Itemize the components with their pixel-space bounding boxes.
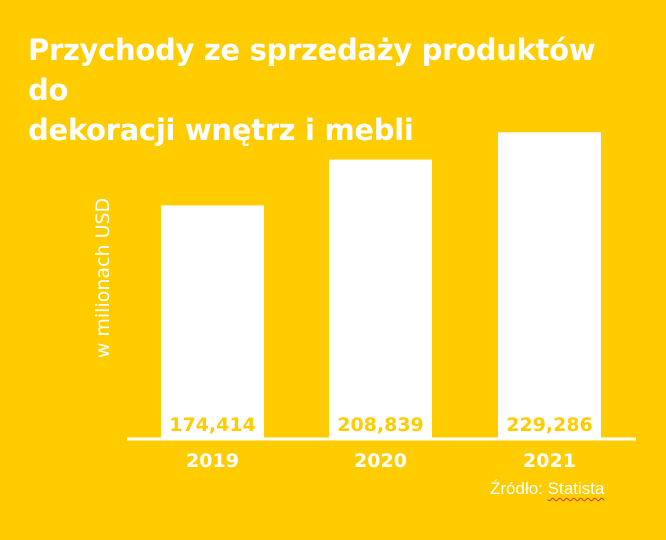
bar-2020 bbox=[329, 159, 432, 438]
x-tick-label-2021: 2021 bbox=[523, 450, 576, 472]
source-note: Źródło: Statista bbox=[490, 479, 604, 499]
source-prefix: Źródło: bbox=[490, 479, 548, 498]
x-tick-label-2020: 2020 bbox=[354, 450, 407, 472]
bar-2019 bbox=[161, 205, 264, 438]
source-link[interactable]: Statista bbox=[547, 479, 605, 498]
bar-value-label-2019: 174,414 bbox=[169, 414, 256, 436]
bar-value-label-2020: 208,839 bbox=[337, 414, 424, 436]
chart-title-line-2: dekoracji wnętrz i mebli bbox=[28, 113, 414, 147]
bar-2021 bbox=[498, 132, 601, 438]
x-tick-label-2019: 2019 bbox=[186, 450, 239, 472]
chart-title-line-1: Przychody ze sprzedaży produktów do bbox=[28, 33, 596, 107]
chart-title: Przychody ze sprzedaży produktów do deko… bbox=[28, 30, 638, 150]
bar-value-label-2021: 229,286 bbox=[506, 414, 593, 436]
